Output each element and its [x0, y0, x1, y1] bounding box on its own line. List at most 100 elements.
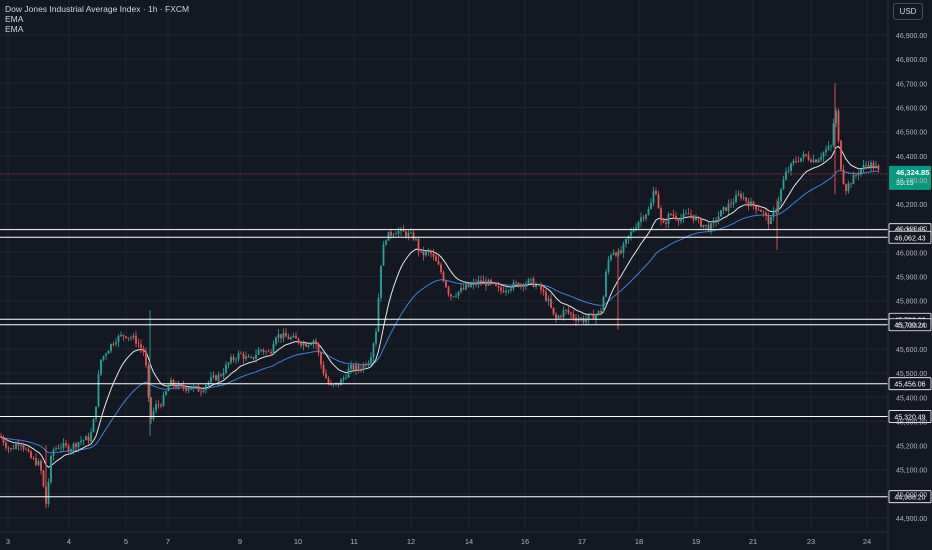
candle-body — [745, 197, 747, 202]
candle-body — [455, 295, 457, 297]
candle-body — [397, 230, 400, 234]
candle-body — [245, 356, 247, 359]
candle-body — [570, 312, 572, 315]
price-tick-label: 46,400.00 — [896, 154, 927, 161]
candle-body — [395, 233, 397, 235]
candle-body — [680, 218, 682, 222]
candle-body — [755, 205, 757, 210]
time-axis: 3 4 5 7 9 10 11 12 14 16 17 18 19 21 23 24 — [0, 531, 888, 546]
candle-body — [17, 444, 20, 446]
current-price-value: 46,324.85 — [896, 168, 929, 177]
candle-body — [737, 194, 740, 196]
price-tick-label: 46,200.00 — [896, 202, 927, 209]
time-tick-label: 24 — [863, 537, 871, 546]
candle-body — [255, 354, 257, 359]
candle-body — [322, 364, 325, 374]
candle-body — [612, 252, 615, 255]
candle-body — [690, 214, 692, 216]
candle-body — [195, 386, 197, 387]
candle-body — [757, 209, 760, 211]
candle-body — [110, 343, 112, 351]
candle-body — [742, 197, 745, 199]
candle-body — [320, 352, 322, 365]
candle-body — [840, 140, 842, 170]
candle-body — [357, 365, 360, 369]
time-tick-label: 23 — [807, 537, 815, 546]
candle-body — [815, 159, 817, 163]
candle-body — [317, 343, 320, 353]
candle-body — [102, 355, 105, 360]
candle-body — [225, 364, 227, 373]
candle-body — [645, 214, 647, 219]
candle-body — [390, 231, 392, 236]
candle-body — [197, 386, 200, 392]
candle-body — [620, 250, 622, 253]
candle-body — [25, 448, 27, 450]
candle-body — [485, 280, 487, 286]
candle-body — [307, 345, 310, 347]
price-tick-label: 45,000.00 — [896, 492, 927, 499]
candle-body — [562, 310, 565, 317]
level-label-box — [888, 230, 932, 244]
candle-body — [615, 252, 617, 256]
candle-body — [522, 284, 525, 287]
candle-body — [15, 444, 17, 449]
candle-body — [380, 265, 382, 298]
candle-body — [375, 331, 377, 344]
candle-body — [212, 375, 215, 378]
candle-body — [490, 279, 492, 283]
candle-body — [585, 319, 587, 322]
candle-body — [870, 162, 872, 167]
candle-body — [525, 283, 527, 287]
currency-button[interactable]: USD — [893, 3, 923, 20]
candle-body — [517, 282, 520, 287]
ema-fast-line — [0, 145, 879, 468]
time-tick-label: 19 — [692, 537, 700, 546]
candle-body — [720, 210, 722, 217]
candle-body — [650, 203, 652, 210]
ema-legend-2[interactable]: EMA — [5, 24, 24, 34]
candle-body — [765, 212, 767, 216]
ema-legend-1[interactable]: EMA — [5, 14, 24, 24]
candle-body — [470, 284, 472, 288]
candle-body — [360, 368, 362, 370]
candle-body — [310, 344, 312, 346]
candle-body — [445, 281, 447, 288]
candle-body — [775, 209, 777, 212]
price-tick-label: 46,100.00 — [896, 226, 927, 233]
candle-body — [472, 282, 475, 285]
candle-body — [502, 290, 505, 293]
candle-body — [702, 224, 705, 227]
candle-body — [770, 217, 772, 225]
level-label-box — [888, 490, 932, 504]
candle-body — [75, 443, 77, 448]
candle-body — [82, 440, 85, 441]
candle-body — [480, 280, 482, 283]
candle-body — [177, 383, 180, 388]
candle-body — [807, 155, 810, 160]
candle-body — [810, 159, 812, 163]
candle-body — [185, 388, 187, 391]
candle-body — [135, 335, 137, 344]
candle-body — [227, 362, 230, 365]
candle-body — [642, 217, 645, 219]
candle-body — [452, 296, 455, 298]
candle-body — [382, 244, 385, 266]
candle-body — [602, 296, 605, 313]
price-tick-label: 46,500.00 — [896, 130, 927, 137]
candle-body — [180, 383, 182, 386]
candle-body — [92, 419, 95, 433]
candle-body — [787, 170, 790, 172]
candle-body — [767, 215, 770, 225]
candle-body — [170, 379, 172, 387]
candle-body — [580, 318, 582, 320]
candle-body — [295, 335, 297, 339]
candle-body — [597, 310, 600, 315]
candle-body — [150, 397, 152, 419]
candle-body — [282, 332, 285, 339]
candle-body — [0, 435, 2, 438]
level-label: 46,062.43 — [894, 235, 925, 242]
candle-body — [277, 334, 280, 338]
candle-body — [355, 365, 357, 371]
